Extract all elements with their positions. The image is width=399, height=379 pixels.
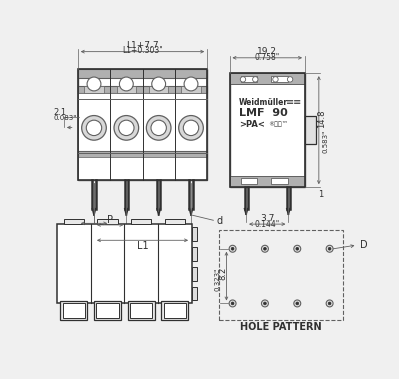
Circle shape [184, 77, 198, 91]
Bar [162, 301, 188, 320]
Circle shape [82, 116, 106, 140]
Text: d: d [216, 216, 223, 226]
Bar [229, 176, 305, 187]
Text: 0.144": 0.144" [255, 221, 280, 229]
Circle shape [296, 302, 299, 305]
Bar [78, 157, 207, 180]
Bar [78, 69, 207, 180]
Circle shape [261, 300, 269, 307]
Bar [271, 76, 288, 83]
Bar [64, 219, 84, 224]
Text: 0.083": 0.083" [53, 115, 77, 121]
Bar [165, 219, 185, 224]
Text: 3.7: 3.7 [260, 214, 275, 223]
Bar [128, 301, 155, 320]
Text: 0.583": 0.583" [323, 130, 329, 153]
Bar [192, 227, 197, 241]
Bar [78, 86, 207, 93]
Circle shape [152, 77, 166, 91]
Circle shape [264, 247, 266, 250]
Bar [192, 247, 197, 261]
Text: 8.2: 8.2 [218, 266, 227, 280]
Text: ≡≡: ≡≡ [286, 97, 302, 108]
Text: 1: 1 [318, 190, 324, 199]
Text: 0.323": 0.323" [214, 268, 220, 291]
Circle shape [328, 302, 331, 305]
Bar [241, 178, 257, 184]
Circle shape [294, 245, 301, 252]
Text: D: D [360, 240, 368, 250]
Text: ®⧖Ⓛ™: ®⧖Ⓛ™ [268, 121, 288, 127]
Circle shape [179, 116, 203, 140]
Bar [271, 178, 288, 184]
Circle shape [119, 77, 133, 91]
Bar [229, 73, 305, 187]
Text: 14.8: 14.8 [317, 110, 326, 128]
Circle shape [229, 245, 236, 252]
Circle shape [287, 77, 293, 82]
Bar [229, 73, 305, 187]
Text: L1+7.7: L1+7.7 [126, 41, 159, 50]
Bar [78, 151, 207, 159]
Bar [117, 86, 136, 93]
Bar [97, 219, 118, 224]
Circle shape [87, 77, 101, 91]
Circle shape [326, 245, 333, 252]
Text: P: P [107, 215, 113, 225]
Bar [241, 76, 257, 83]
Text: LMF  90: LMF 90 [239, 108, 288, 118]
Bar [57, 224, 192, 304]
Text: HOLE PATTERN: HOLE PATTERN [240, 322, 322, 332]
Bar [63, 304, 85, 318]
Bar [192, 287, 197, 301]
Bar [219, 230, 344, 320]
Bar [181, 86, 201, 93]
Circle shape [296, 247, 299, 250]
Bar [131, 219, 151, 224]
Circle shape [253, 77, 258, 82]
Bar [94, 301, 121, 320]
Bar [78, 69, 207, 180]
Text: 0.758": 0.758" [255, 53, 280, 61]
Circle shape [86, 120, 102, 136]
Bar [97, 304, 119, 318]
Circle shape [146, 116, 171, 140]
Circle shape [240, 77, 246, 82]
Circle shape [231, 302, 234, 305]
Bar [192, 267, 197, 280]
Bar [84, 86, 104, 93]
Bar [149, 86, 168, 93]
Circle shape [151, 120, 166, 136]
Circle shape [114, 116, 139, 140]
Circle shape [328, 247, 331, 250]
Text: L1: L1 [137, 241, 148, 251]
Circle shape [183, 120, 199, 136]
Bar [130, 304, 152, 318]
Bar [78, 93, 207, 153]
Text: L1+0.303": L1+0.303" [122, 46, 163, 55]
Circle shape [326, 300, 333, 307]
Circle shape [229, 300, 236, 307]
Circle shape [231, 247, 234, 250]
Bar [78, 69, 207, 78]
Text: Weidmüller: Weidmüller [239, 98, 288, 107]
Text: 2.1: 2.1 [53, 108, 66, 117]
Circle shape [273, 77, 278, 82]
Circle shape [264, 302, 266, 305]
Text: 19.2: 19.2 [257, 47, 277, 56]
Bar [60, 301, 87, 320]
Bar [229, 73, 305, 84]
Circle shape [261, 245, 269, 252]
Circle shape [119, 120, 134, 136]
Circle shape [294, 300, 301, 307]
Bar [164, 304, 186, 318]
Text: >PA<: >PA< [239, 119, 265, 128]
Bar [305, 116, 316, 144]
